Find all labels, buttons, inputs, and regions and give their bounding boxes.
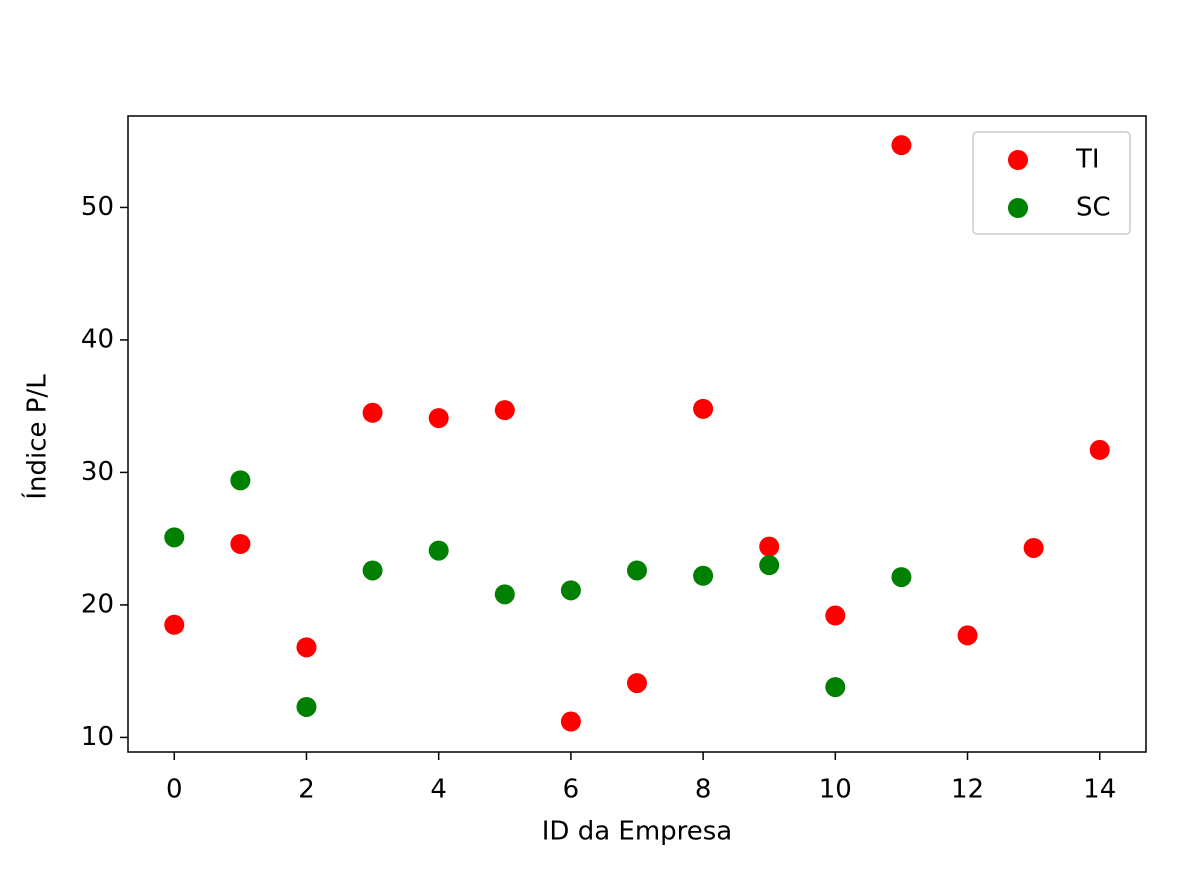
point: [428, 540, 449, 561]
point: [627, 560, 647, 581]
y-tick-label: 20: [81, 589, 114, 619]
point: [428, 408, 449, 429]
point: [759, 536, 780, 557]
x-tick-label: 2: [298, 775, 315, 805]
point: [627, 673, 647, 694]
point: [362, 402, 383, 423]
y-tick-label: 50: [81, 192, 114, 222]
legend-marker: [1008, 198, 1028, 218]
legend-label: TI: [1075, 145, 1100, 175]
point: [230, 533, 251, 554]
x-tick-label: 0: [166, 775, 183, 805]
point: [494, 400, 515, 421]
y-axis-label: Índice P/L: [21, 374, 53, 500]
point: [296, 637, 317, 658]
plot-frame: [127, 115, 1147, 753]
point: [296, 696, 317, 717]
point: [957, 625, 978, 646]
y-tick-label: 10: [81, 722, 114, 752]
x-tick-label: 6: [563, 775, 580, 805]
point: [164, 614, 185, 635]
point: [560, 711, 581, 732]
point: [891, 567, 912, 588]
point: [1089, 439, 1110, 460]
point: [825, 677, 846, 698]
x-axis-label: ID da Empresa: [542, 817, 733, 847]
point: [494, 584, 515, 605]
x-tick-label: 14: [1083, 775, 1116, 805]
point: [1023, 537, 1044, 558]
x-tick-label: 8: [695, 775, 712, 805]
point: [164, 527, 185, 548]
point: [693, 398, 714, 419]
point: [230, 470, 251, 491]
point: [693, 565, 714, 586]
point: [560, 580, 581, 601]
x-tick-label: 12: [951, 775, 984, 805]
y-tick-label: 40: [81, 324, 114, 354]
point: [759, 555, 780, 576]
x-tick-label: 10: [819, 775, 852, 805]
point: [362, 560, 383, 581]
point: [825, 605, 846, 626]
legend-marker: [1008, 150, 1028, 170]
legend-label: SC: [1076, 193, 1111, 223]
x-tick-label: 4: [430, 775, 447, 805]
point: [891, 135, 912, 156]
y-tick-label: 30: [81, 457, 114, 487]
